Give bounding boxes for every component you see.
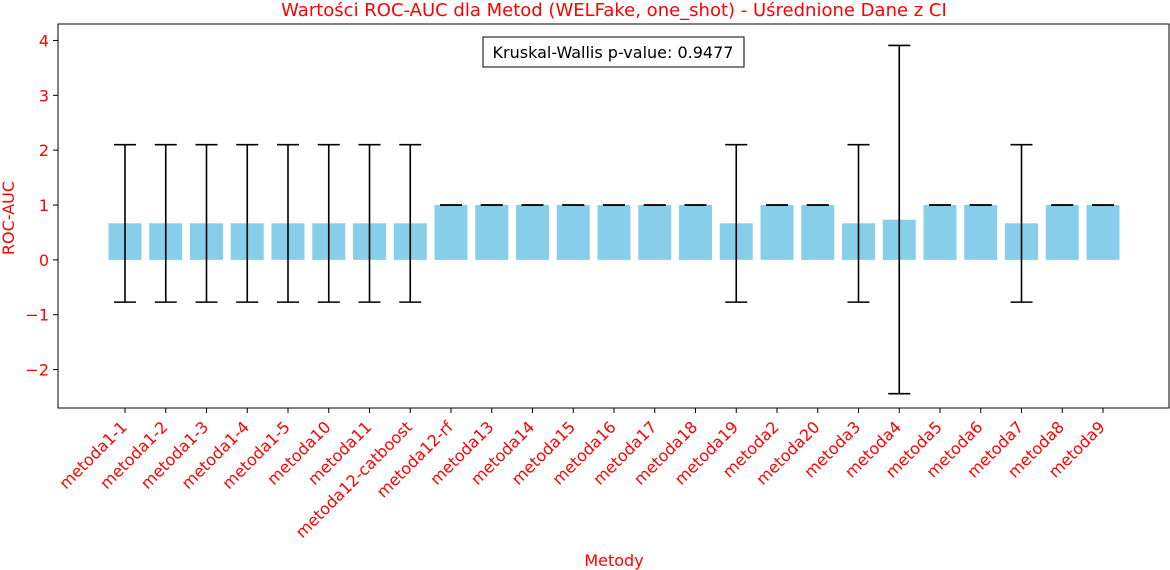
x-axis: metoda1-1metoda1-2metoda1-3metoda1-4meto… xyxy=(55,408,1109,542)
bar-metoda20 xyxy=(801,205,835,260)
bar-metoda18 xyxy=(679,205,712,260)
y-tick-label-4: 4 xyxy=(39,31,49,50)
y-tick-label-3: 3 xyxy=(39,86,49,105)
y-tick-label--1: −1 xyxy=(25,306,49,325)
bar-metoda15 xyxy=(556,205,590,260)
y-axis: −2 −1 0 1 2 3 4 xyxy=(25,31,58,380)
annotation-text: Kruskal-Wallis p-value: 0.9477 xyxy=(493,43,734,62)
bar-metoda14 xyxy=(516,205,549,260)
error-bars-group xyxy=(114,44,1114,395)
annotation-box: Kruskal-Wallis p-value: 0.9477 xyxy=(482,36,745,68)
y-tick-label-2: 2 xyxy=(39,141,49,160)
bar-metoda9 xyxy=(1086,205,1120,260)
bars-group xyxy=(108,205,1120,260)
y-tick-label-0: 0 xyxy=(39,251,49,270)
bar-metoda12-rf xyxy=(434,205,468,260)
bar-metoda16 xyxy=(597,205,631,260)
bar-metoda8 xyxy=(1045,205,1079,260)
y-tick-label-1: 1 xyxy=(39,196,49,215)
chart-title: Wartości ROC-AUC dla Metod (WELFake, one… xyxy=(281,0,947,21)
bar-metoda5 xyxy=(923,205,957,260)
y-tick-label--2: −2 xyxy=(25,361,49,380)
bar-metoda13 xyxy=(475,205,509,260)
annotation-frame xyxy=(482,36,745,68)
x-axis-label: Metody xyxy=(584,551,643,570)
bar-metoda2 xyxy=(760,205,794,260)
bar-metoda6 xyxy=(964,205,998,260)
y-axis-label: ROC-AUC xyxy=(0,181,18,255)
bar-metoda17 xyxy=(638,205,672,260)
